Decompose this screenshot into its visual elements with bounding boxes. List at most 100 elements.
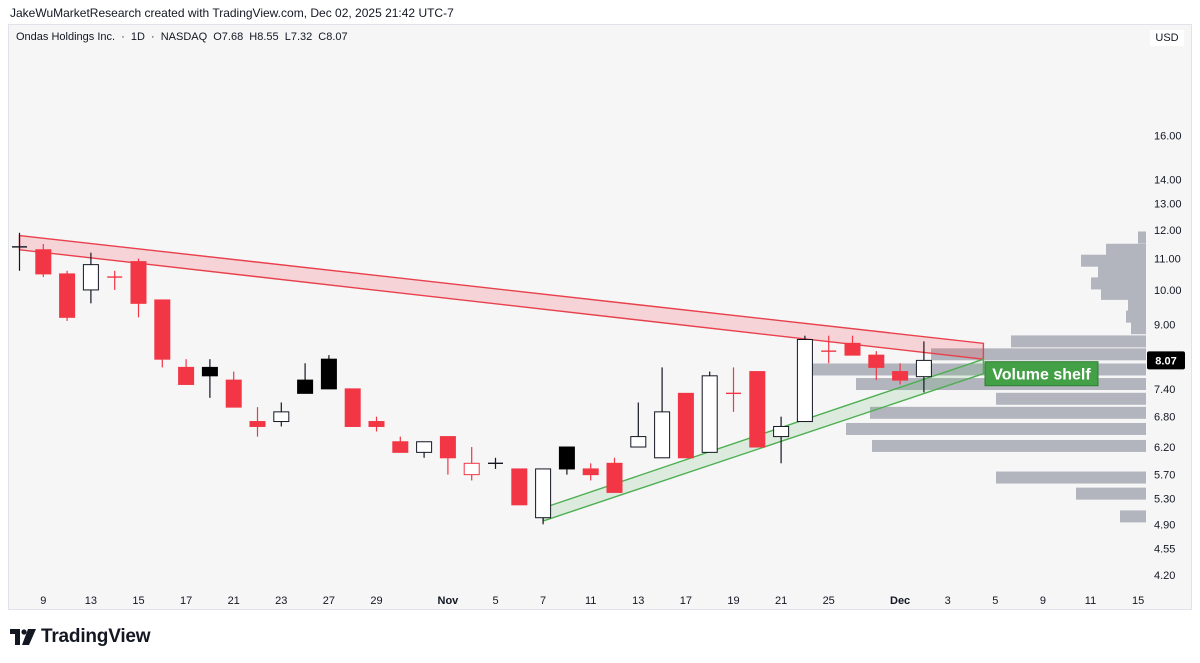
candle-body	[558, 446, 575, 470]
legend-low: L7.32	[284, 31, 313, 43]
volume-profile-bar	[1101, 287, 1146, 300]
chart-pane[interactable]	[8, 24, 1192, 610]
candle-body	[773, 425, 790, 438]
volume-profile-bar	[872, 439, 1146, 452]
date-axis-tick: 3	[945, 595, 951, 607]
date-axis-tick: 13	[85, 595, 97, 607]
legend-separator: ·	[121, 31, 125, 43]
date-axis-tick: 19	[727, 595, 739, 607]
date-axis-tick: 29	[370, 595, 382, 607]
price-axis-tick: 9.00	[1154, 320, 1175, 332]
price-axis-tick: 11.00	[1154, 254, 1181, 266]
candle-body	[59, 273, 76, 318]
date-axis-tick: 17	[180, 595, 192, 607]
price-axis-tick: 5.30	[1154, 494, 1175, 506]
date-axis-tick: 21	[228, 595, 240, 607]
candle-body	[154, 299, 171, 360]
legend-symbol-name: Ondas Holdings Inc.	[16, 31, 116, 43]
tradingview-footer[interactable]: TradingView	[10, 626, 151, 648]
candle-body	[439, 436, 456, 459]
volume-profile-bar	[996, 392, 1146, 405]
candle-body	[868, 354, 885, 368]
legend-open: O7.68	[213, 31, 244, 43]
candle-body	[297, 379, 314, 394]
price-axis-tick: 7.40	[1154, 384, 1175, 396]
date-axis-tick: 9	[1040, 595, 1046, 607]
volume-profile-bar	[1091, 277, 1146, 290]
date-axis-tick: 13	[632, 595, 644, 607]
candle-body	[201, 366, 218, 377]
candle-body	[82, 264, 99, 291]
candle-body	[796, 338, 813, 423]
last-price-badge	[1147, 351, 1185, 370]
candle-body	[225, 379, 242, 408]
candle-body	[463, 462, 480, 476]
volume-profile-bar	[1106, 243, 1146, 256]
volume-profile-bar	[1120, 510, 1146, 523]
date-axis-tick: 23	[275, 595, 287, 607]
candle-body	[701, 375, 718, 453]
tradingview-logo-icon	[10, 629, 36, 645]
price-axis-tick: 16.00	[1154, 130, 1182, 142]
price-axis-tick: 12.00	[1154, 225, 1182, 237]
candle-body	[749, 371, 766, 448]
volume-profile-bar	[1126, 310, 1146, 323]
date-axis-tick: 25	[823, 595, 835, 607]
volume-profile-bar	[1098, 266, 1146, 279]
candle-body	[392, 441, 409, 453]
candle-body	[582, 468, 599, 476]
volume-profile-bar	[1081, 254, 1146, 267]
date-axis-tick: 11	[1085, 595, 1096, 607]
legend-separator: ·	[150, 31, 155, 43]
candle-body	[416, 441, 433, 453]
volume-shelf-label: Volume shelf	[992, 367, 1091, 384]
date-axis-tick: Dec	[890, 595, 910, 607]
symbol-legend[interactable]: Ondas Holdings Inc. · 1D · NASDAQ O7.68 …	[16, 31, 351, 43]
candle-body	[677, 392, 694, 459]
volume-profile-bar	[1076, 487, 1146, 500]
candle-body	[249, 421, 266, 427]
date-axis-tick: 5	[492, 595, 498, 607]
volume-profile-bar	[870, 406, 1146, 419]
volume-profile-bar	[1011, 335, 1146, 348]
candle-body	[535, 468, 552, 519]
date-axis-tick: 15	[132, 595, 144, 607]
currency-button[interactable]: USD	[1150, 30, 1184, 46]
date-axis-tick: 15	[1132, 595, 1144, 607]
legend-exchange: NASDAQ	[160, 31, 208, 43]
date-axis-tick: 9	[40, 595, 46, 607]
price-axis-tick: 4.90	[1154, 519, 1175, 531]
candle-body	[606, 462, 623, 493]
price-axis-tick: 4.20	[1154, 570, 1175, 582]
date-axis-tick: Nov	[438, 595, 460, 607]
date-axis-tick: 21	[775, 595, 787, 607]
date-axis-tick: 11	[585, 595, 596, 607]
candle-body	[368, 421, 385, 427]
volume-profile-bar	[846, 422, 1146, 435]
candle-body	[654, 411, 671, 459]
price-axis-tick: 10.00	[1154, 285, 1182, 297]
legend-close: C8.07	[318, 31, 348, 43]
date-axis-tick: 7	[540, 595, 546, 607]
price-axis-tick: 6.80	[1154, 412, 1175, 424]
price-axis-tick: 14.00	[1154, 174, 1182, 186]
price-axis-tick: 13.00	[1154, 199, 1182, 211]
volume-profile-bar	[1128, 299, 1146, 312]
candle-body	[344, 388, 361, 427]
candle-body	[630, 436, 647, 448]
candle-body	[130, 261, 147, 304]
candle-body	[320, 358, 337, 390]
candle-body	[892, 371, 909, 381]
volume-profile-bar	[931, 348, 1146, 361]
candle-body	[273, 411, 290, 423]
legend-high: H8.55	[249, 31, 279, 43]
volume-shelf-label-box	[984, 361, 1099, 387]
candle-body	[844, 342, 861, 356]
candle-body	[178, 366, 195, 385]
candle-body	[915, 359, 932, 378]
price-axis-tick: 5.70	[1154, 470, 1175, 482]
chart-header-credit: JakeWuMarketResearch created with Tradin…	[10, 6, 454, 20]
price-axis-tick: 4.55	[1154, 544, 1175, 556]
date-axis-tick: 5	[992, 595, 998, 607]
